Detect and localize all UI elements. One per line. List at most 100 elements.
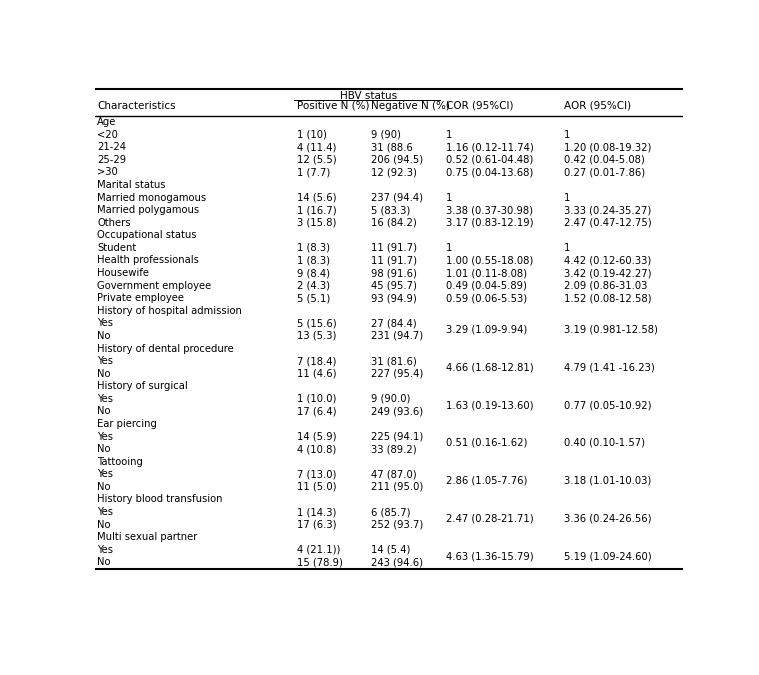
Text: <20: <20 — [97, 130, 118, 140]
Text: History of surgical: History of surgical — [97, 381, 188, 391]
Text: Health professionals: Health professionals — [97, 255, 199, 265]
Text: History of hospital admission: History of hospital admission — [97, 306, 242, 316]
Text: 1 (10.0): 1 (10.0) — [297, 394, 336, 404]
Text: No: No — [97, 406, 111, 416]
Text: 5 (83.3): 5 (83.3) — [370, 205, 410, 215]
Text: 11 (4.6): 11 (4.6) — [297, 369, 336, 379]
Text: 1.20 (0.08-19.32): 1.20 (0.08-19.32) — [564, 142, 651, 153]
Text: COR (95%CI): COR (95%CI) — [446, 101, 514, 111]
Text: 3.17 (0.83-12.19): 3.17 (0.83-12.19) — [446, 218, 534, 227]
Text: 0.40 (0.10-1.57): 0.40 (0.10-1.57) — [564, 438, 644, 448]
Text: 4.79 (1.41 -16.23): 4.79 (1.41 -16.23) — [564, 362, 654, 373]
Text: 4.42 (0.12-60.33): 4.42 (0.12-60.33) — [564, 255, 651, 265]
Text: 3.29 (1.09-9.94): 3.29 (1.09-9.94) — [446, 325, 528, 335]
Text: 231 (94.7): 231 (94.7) — [370, 331, 423, 341]
Text: 3 (15.8): 3 (15.8) — [297, 218, 336, 227]
Text: 11 (91.7): 11 (91.7) — [370, 243, 417, 253]
Text: Private employee: Private employee — [97, 293, 184, 303]
Text: 1: 1 — [446, 243, 452, 253]
Text: 12 (92.3): 12 (92.3) — [370, 167, 417, 178]
Text: 11 (91.7): 11 (91.7) — [370, 255, 417, 265]
Text: Others: Others — [97, 218, 131, 227]
Text: Marital status: Marital status — [97, 180, 165, 190]
Text: Age: Age — [97, 117, 117, 127]
Text: Yes: Yes — [97, 319, 113, 328]
Text: 4.66 (1.68-12.81): 4.66 (1.68-12.81) — [446, 362, 534, 373]
Text: Married monogamous: Married monogamous — [97, 192, 206, 202]
Text: 252 (93.7): 252 (93.7) — [370, 520, 423, 530]
Text: 1 (16.7): 1 (16.7) — [297, 205, 336, 215]
Text: Occupational status: Occupational status — [97, 230, 197, 240]
Text: 0.51 (0.16-1.62): 0.51 (0.16-1.62) — [446, 438, 528, 448]
Text: 243 (94.6): 243 (94.6) — [370, 558, 423, 568]
Text: 225 (94.1): 225 (94.1) — [370, 431, 423, 441]
Text: 1 (10): 1 (10) — [297, 130, 326, 140]
Text: 249 (93.6): 249 (93.6) — [370, 406, 423, 416]
Text: 1.01 (0.11-8.08): 1.01 (0.11-8.08) — [446, 268, 527, 278]
Text: 0.75 (0.04-13.68): 0.75 (0.04-13.68) — [446, 167, 534, 178]
Text: Multi sexual partner: Multi sexual partner — [97, 532, 197, 542]
Text: 206 (94.5): 206 (94.5) — [370, 155, 423, 165]
Text: Yes: Yes — [97, 394, 113, 404]
Text: 4.63 (1.36-15.79): 4.63 (1.36-15.79) — [446, 551, 534, 561]
Text: 9 (90.0): 9 (90.0) — [370, 394, 410, 404]
Text: Married polygamous: Married polygamous — [97, 205, 200, 215]
Text: 1: 1 — [446, 192, 452, 202]
Text: 98 (91.6): 98 (91.6) — [370, 268, 417, 278]
Text: Yes: Yes — [97, 356, 113, 366]
Text: No: No — [97, 444, 111, 454]
Text: No: No — [97, 482, 111, 492]
Text: 3.36 (0.24-26.56): 3.36 (0.24-26.56) — [564, 513, 651, 523]
Text: 33 (89.2): 33 (89.2) — [370, 444, 417, 454]
Text: 16 (84.2): 16 (84.2) — [370, 218, 417, 227]
Text: 14 (5.4): 14 (5.4) — [370, 545, 410, 555]
Text: Government employee: Government employee — [97, 281, 212, 291]
Text: History blood transfusion: History blood transfusion — [97, 495, 222, 504]
Text: 2.47 (0.28-21.71): 2.47 (0.28-21.71) — [446, 513, 534, 523]
Text: Negative N (%): Negative N (%) — [370, 101, 449, 111]
Text: History of dental procedure: History of dental procedure — [97, 344, 234, 354]
Text: 13 (5.3): 13 (5.3) — [297, 331, 336, 341]
Text: 17 (6.3): 17 (6.3) — [297, 520, 336, 530]
Text: Housewife: Housewife — [97, 268, 150, 278]
Text: 4 (11.4): 4 (11.4) — [297, 142, 336, 153]
Text: 25-29: 25-29 — [97, 155, 126, 165]
Text: Yes: Yes — [97, 469, 113, 479]
Text: 45 (95.7): 45 (95.7) — [370, 281, 417, 291]
Text: 17 (6.4): 17 (6.4) — [297, 406, 336, 416]
Text: 0.42 (0.04-5.08): 0.42 (0.04-5.08) — [564, 155, 644, 165]
Text: No: No — [97, 520, 111, 530]
Text: 2.09 (0.86-31.03: 2.09 (0.86-31.03 — [564, 281, 647, 291]
Text: 7 (13.0): 7 (13.0) — [297, 469, 336, 479]
Text: 2.86 (1.05-7.76): 2.86 (1.05-7.76) — [446, 476, 528, 485]
Text: HBV status: HBV status — [340, 90, 397, 101]
Text: 3.19 (0.981-12.58): 3.19 (0.981-12.58) — [564, 325, 657, 335]
Text: 1.00 (0.55-18.08): 1.00 (0.55-18.08) — [446, 255, 534, 265]
Text: 0.27 (0.01-7.86): 0.27 (0.01-7.86) — [564, 167, 645, 178]
Text: Student: Student — [97, 243, 137, 253]
Text: 9 (8.4): 9 (8.4) — [297, 268, 329, 278]
Text: No: No — [97, 558, 111, 568]
Text: 14 (5.9): 14 (5.9) — [297, 431, 336, 441]
Text: Tattooing: Tattooing — [97, 457, 143, 466]
Text: Yes: Yes — [97, 545, 113, 555]
Text: 1.52 (0.08-12.58): 1.52 (0.08-12.58) — [564, 293, 651, 303]
Text: 3.18 (1.01-10.03): 3.18 (1.01-10.03) — [564, 476, 651, 485]
Text: Characteristics: Characteristics — [97, 101, 176, 111]
Text: 0.59 (0.06-5.53): 0.59 (0.06-5.53) — [446, 293, 528, 303]
Text: 2 (4.3): 2 (4.3) — [297, 281, 329, 291]
Text: 0.77 (0.05-10.92): 0.77 (0.05-10.92) — [564, 400, 651, 410]
Text: 27 (84.4): 27 (84.4) — [370, 319, 417, 328]
Text: 31 (81.6): 31 (81.6) — [370, 356, 417, 366]
Text: 3.33 (0.24-35.27): 3.33 (0.24-35.27) — [564, 205, 651, 215]
Text: 31 (88.6: 31 (88.6 — [370, 142, 412, 153]
Text: 1: 1 — [564, 243, 570, 253]
Text: Yes: Yes — [97, 507, 113, 517]
Text: 11 (5.0): 11 (5.0) — [297, 482, 336, 492]
Text: 5 (15.6): 5 (15.6) — [297, 319, 336, 328]
Text: 1: 1 — [564, 192, 570, 202]
Text: 1: 1 — [564, 130, 570, 140]
Text: 47 (87.0): 47 (87.0) — [370, 469, 417, 479]
Text: No: No — [97, 331, 111, 341]
Text: 15 (78.9): 15 (78.9) — [297, 558, 342, 568]
